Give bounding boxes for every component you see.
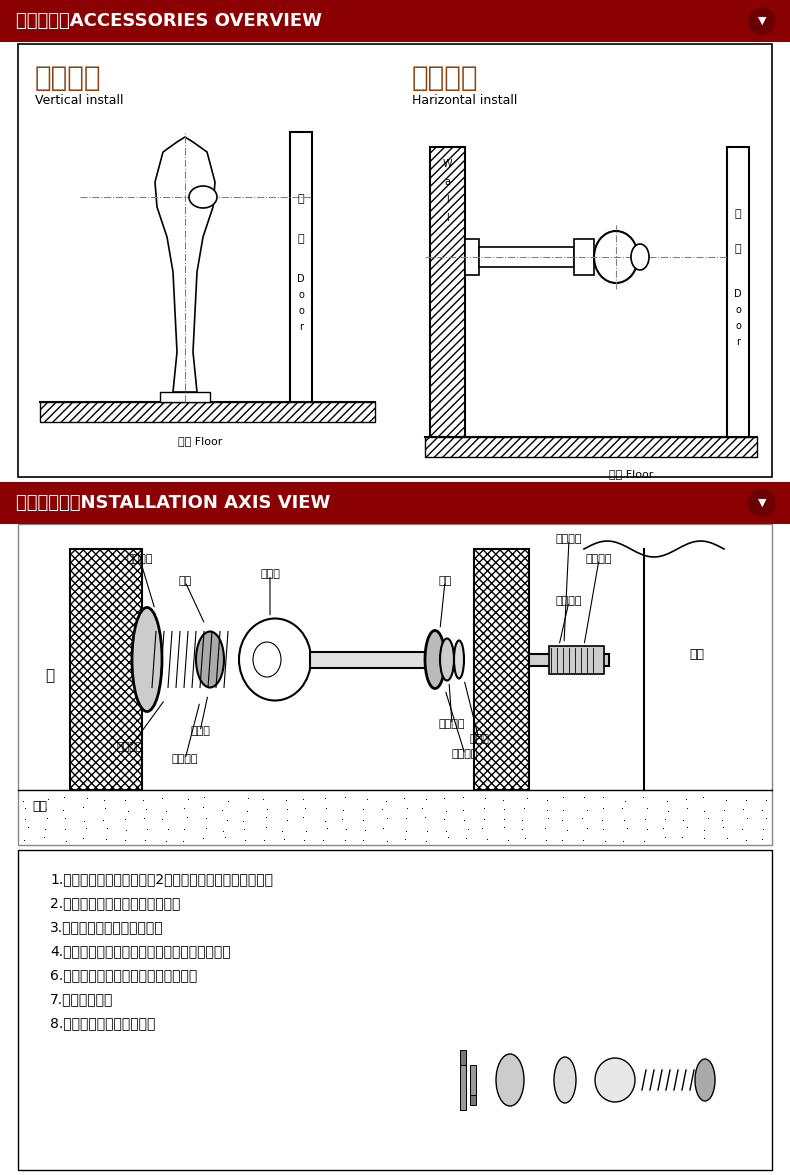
Text: 6.把膨胀螺栓及螺钉打进相应的孔中；: 6.把膨胀螺栓及螺钉打进相应的孔中；	[50, 968, 198, 982]
Bar	[425, 437, 757, 457]
Text: D: D	[297, 274, 305, 284]
Bar	[0, 0, 790, 42]
Bar	[40, 402, 375, 422]
Text: 吸座底盖: 吸座底盖	[117, 743, 143, 752]
Ellipse shape	[554, 1058, 576, 1103]
Bar	[470, 1095, 476, 1104]
Text: 门: 门	[735, 209, 741, 219]
Bar	[430, 147, 465, 437]
Ellipse shape	[189, 186, 217, 208]
Text: l: l	[446, 213, 449, 223]
Bar	[727, 147, 749, 437]
Text: 扇: 扇	[735, 244, 741, 254]
Ellipse shape	[132, 607, 162, 712]
Text: 4.确定吸头位置，使吸头与吸座准确性确定位；: 4.确定吸头位置，使吸头与吸座准确性确定位；	[50, 944, 231, 958]
Bar	[574, 239, 594, 275]
Text: 安装轴视图／NSTALLATION AXIS VIEW: 安装轴视图／NSTALLATION AXIS VIEW	[16, 494, 330, 512]
Ellipse shape	[594, 231, 638, 283]
Circle shape	[748, 489, 776, 517]
Text: 弹簧垫圈: 弹簧垫圈	[438, 719, 465, 730]
Text: 地板 Floor: 地板 Floor	[609, 469, 653, 479]
Ellipse shape	[196, 631, 224, 687]
Text: 3.把吸座外壳旋进吸座底盖；: 3.把吸座外壳旋进吸座底盖；	[50, 920, 164, 934]
Text: r: r	[299, 322, 303, 333]
Text: 地板 Floor: 地板 Floor	[178, 436, 222, 446]
Text: 吸头底盖: 吸头底盖	[452, 750, 478, 759]
Text: r: r	[736, 337, 740, 347]
Bar	[290, 132, 312, 402]
Text: Harizontal install: Harizontal install	[412, 94, 517, 107]
Text: 吸头体: 吸头体	[260, 570, 280, 579]
Text: 自攻螺钉: 自攻螺钉	[585, 555, 612, 564]
Text: Vertical install: Vertical install	[35, 94, 123, 107]
Ellipse shape	[425, 631, 445, 689]
Bar	[18, 43, 772, 477]
Ellipse shape	[595, 1058, 635, 1102]
Bar	[70, 549, 142, 790]
Text: ▼: ▼	[758, 16, 766, 26]
Ellipse shape	[253, 642, 281, 677]
Text: 螺母: 螺母	[438, 577, 452, 586]
Text: W: W	[442, 159, 453, 169]
Bar	[0, 482, 790, 524]
Bar	[470, 1065, 476, 1095]
Ellipse shape	[239, 618, 311, 700]
Text: 门: 门	[298, 194, 304, 204]
Ellipse shape	[631, 244, 649, 270]
Text: 膨胀螺栓: 膨胀螺栓	[555, 597, 582, 606]
Bar	[310, 651, 440, 667]
Bar	[549, 645, 604, 673]
Text: 8.把吸头体旋进吸头底盖。: 8.把吸头体旋进吸头底盖。	[50, 1016, 156, 1030]
Text: 地面: 地面	[32, 800, 47, 813]
Text: 吸座帽: 吸座帽	[190, 726, 210, 737]
Text: 扇: 扇	[298, 234, 304, 244]
Text: 平垫圈: 平垫圈	[469, 734, 489, 745]
Text: 卧式安装: 卧式安装	[412, 63, 479, 92]
Text: 7.装吸头底盖；: 7.装吸头底盖；	[50, 992, 114, 1006]
Bar	[460, 1065, 466, 1110]
Bar	[474, 549, 529, 790]
Text: 弹簧: 弹簧	[179, 577, 192, 586]
Ellipse shape	[496, 1054, 524, 1106]
Text: 开门方向／ACCESSORIES OVERVIEW: 开门方向／ACCESSORIES OVERVIEW	[16, 12, 322, 31]
Text: o: o	[735, 321, 741, 331]
Polygon shape	[155, 137, 215, 392]
Bar	[160, 392, 210, 402]
Text: 1.把吸座底盖以自攻螺钉（2个）装于门体上的适当位置；: 1.把吸座底盖以自攻螺钉（2个）装于门体上的适当位置；	[50, 872, 273, 886]
Bar	[460, 1050, 466, 1065]
Ellipse shape	[695, 1059, 715, 1101]
Text: D: D	[734, 289, 742, 298]
Ellipse shape	[454, 640, 464, 678]
Bar	[18, 850, 772, 1170]
Bar	[479, 247, 574, 267]
Circle shape	[748, 7, 776, 35]
Text: 墙体: 墙体	[689, 647, 704, 662]
Text: 2.把吸座帽及弹簧装进吸座外壳；: 2.把吸座帽及弹簧装进吸座外壳；	[50, 897, 180, 909]
Text: o: o	[735, 306, 741, 315]
Text: 螺钉胶套: 螺钉胶套	[555, 535, 582, 544]
Text: 吸座外壳: 吸座外壳	[171, 754, 198, 765]
Text: 门: 门	[46, 669, 55, 683]
Text: 立式安装: 立式安装	[35, 63, 101, 92]
Text: a: a	[445, 177, 450, 187]
Text: 自攻螺钉: 自攻螺钉	[126, 555, 153, 564]
Text: l: l	[446, 195, 449, 204]
Text: o: o	[298, 306, 304, 316]
Bar	[465, 239, 479, 275]
Bar	[529, 653, 609, 665]
Bar	[18, 524, 772, 845]
Text: ▼: ▼	[758, 498, 766, 508]
Ellipse shape	[440, 638, 454, 680]
Text: o: o	[298, 290, 304, 300]
